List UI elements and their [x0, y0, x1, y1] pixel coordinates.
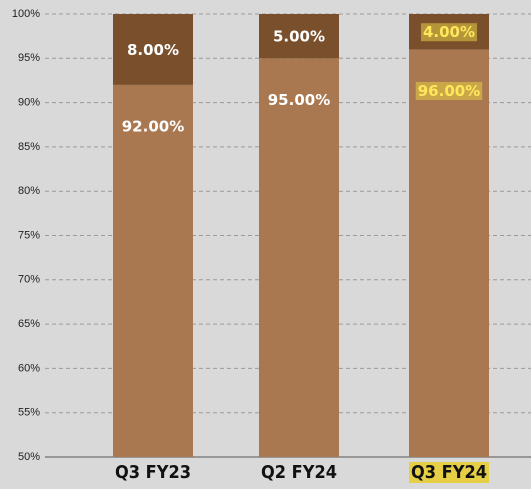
x-tick-label: Q3 FY23 [115, 462, 191, 483]
y-tick-label: 85% [18, 141, 40, 153]
bar-segment [113, 14, 193, 85]
y-tick-label: 75% [18, 229, 40, 241]
value-label: 92.00% [122, 117, 184, 135]
y-tick-label: 60% [18, 362, 40, 374]
x-tick-label: Q2 FY24 [261, 462, 337, 483]
y-tick-label: 50% [18, 451, 40, 463]
highlight [420, 23, 478, 42]
bar-segment [259, 58, 339, 458]
value-label: 95.00% [268, 91, 330, 109]
bar-segment [409, 49, 489, 457]
y-tick-label: 55% [18, 407, 40, 419]
value-label: 96.00% [418, 82, 480, 100]
value-label: 4.00% [423, 23, 475, 41]
highlight [415, 81, 483, 100]
highlight [409, 462, 489, 483]
y-tick-label: 95% [18, 52, 40, 64]
bar-segment [259, 14, 339, 59]
y-tick-label: 70% [18, 274, 40, 286]
bar-segment [113, 84, 193, 457]
y-tick-label: 100% [12, 8, 40, 20]
value-label: 5.00% [273, 28, 325, 46]
y-tick-label: 65% [18, 318, 40, 330]
y-tick-label: 80% [18, 185, 40, 197]
x-tick-label: Q3 FY24 [411, 462, 487, 483]
y-tick-label: 90% [18, 97, 40, 109]
value-label: 8.00% [127, 41, 179, 59]
